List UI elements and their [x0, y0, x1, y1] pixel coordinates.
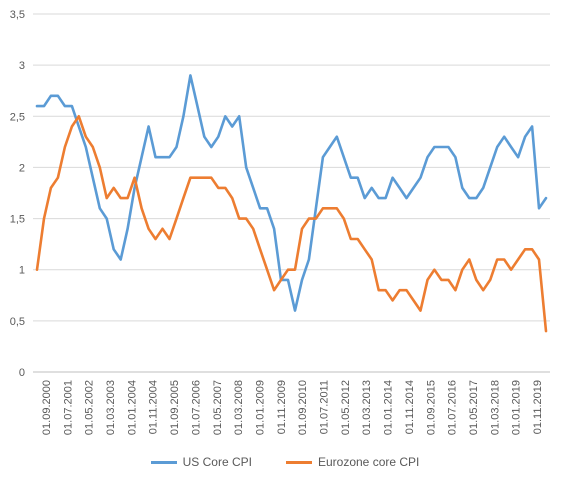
x-tick-label: 01.11.2009: [276, 380, 288, 434]
series-line-us-core-cpi: [35, 74, 548, 312]
x-tick-label: 01.05.2007: [212, 380, 224, 435]
y-tick-label: 0: [19, 367, 25, 379]
x-tick-label: 01.11.2014: [404, 380, 416, 434]
x-tick-label: 01.03.2008: [233, 380, 245, 435]
y-tick-label: 3: [19, 60, 25, 72]
x-tick-label: 01.05.2017: [468, 380, 480, 435]
x-tick-label: 01.07.2016: [447, 380, 459, 435]
x-tick-label: 01.01.2004: [126, 380, 138, 435]
y-tick-label: 2: [19, 162, 25, 174]
legend-swatch-eurozone: [285, 460, 312, 464]
y-tick-label: 2,5: [10, 111, 25, 123]
x-tick-label: 01.11.2004: [148, 380, 160, 434]
x-tick-label: 01.11.2019: [532, 380, 544, 434]
x-tick-label: 01.03.2018: [489, 380, 501, 435]
x-tick-label: 01.09.2010: [297, 380, 309, 435]
x-tick-label: 01.09.2015: [425, 380, 437, 435]
x-tick-label: 01.05.2012: [340, 380, 352, 435]
legend-swatch-us: [150, 460, 177, 464]
y-tick-label: 1: [19, 265, 25, 277]
x-tick-label: 01.03.2013: [361, 380, 373, 435]
y-tick-label: 0,5: [10, 316, 25, 328]
legend-item-eurozone: Eurozone core CPI: [285, 455, 420, 469]
x-tick-label: 01.01.2014: [383, 380, 395, 435]
y-tick-label: 1,5: [10, 214, 25, 226]
x-tick-label: 01.05.2002: [84, 380, 96, 435]
legend-item-us: US Core CPI: [150, 455, 252, 469]
x-tick-label: 01.01.2019: [511, 380, 523, 435]
legend: US Core CPI Eurozone core CPI: [0, 455, 570, 469]
x-tick-label: 01.03.2003: [105, 380, 117, 435]
x-tick-label: 01.09.2005: [169, 380, 181, 435]
series-line-eurozone-core-cpi: [35, 115, 548, 333]
x-tick-label: 01.07.2011: [319, 380, 331, 434]
x-tick-label: 01.07.2001: [62, 380, 74, 435]
legend-label-us: US Core CPI: [182, 455, 252, 469]
x-tick-label: 01.09.2000: [41, 380, 53, 435]
x-tick-label: 01.07.2006: [190, 380, 202, 435]
y-tick-label: 3,5: [10, 9, 25, 21]
x-tick-label: 01.01.2009: [254, 380, 266, 435]
legend-label-eurozone: Eurozone core CPI: [317, 455, 420, 469]
